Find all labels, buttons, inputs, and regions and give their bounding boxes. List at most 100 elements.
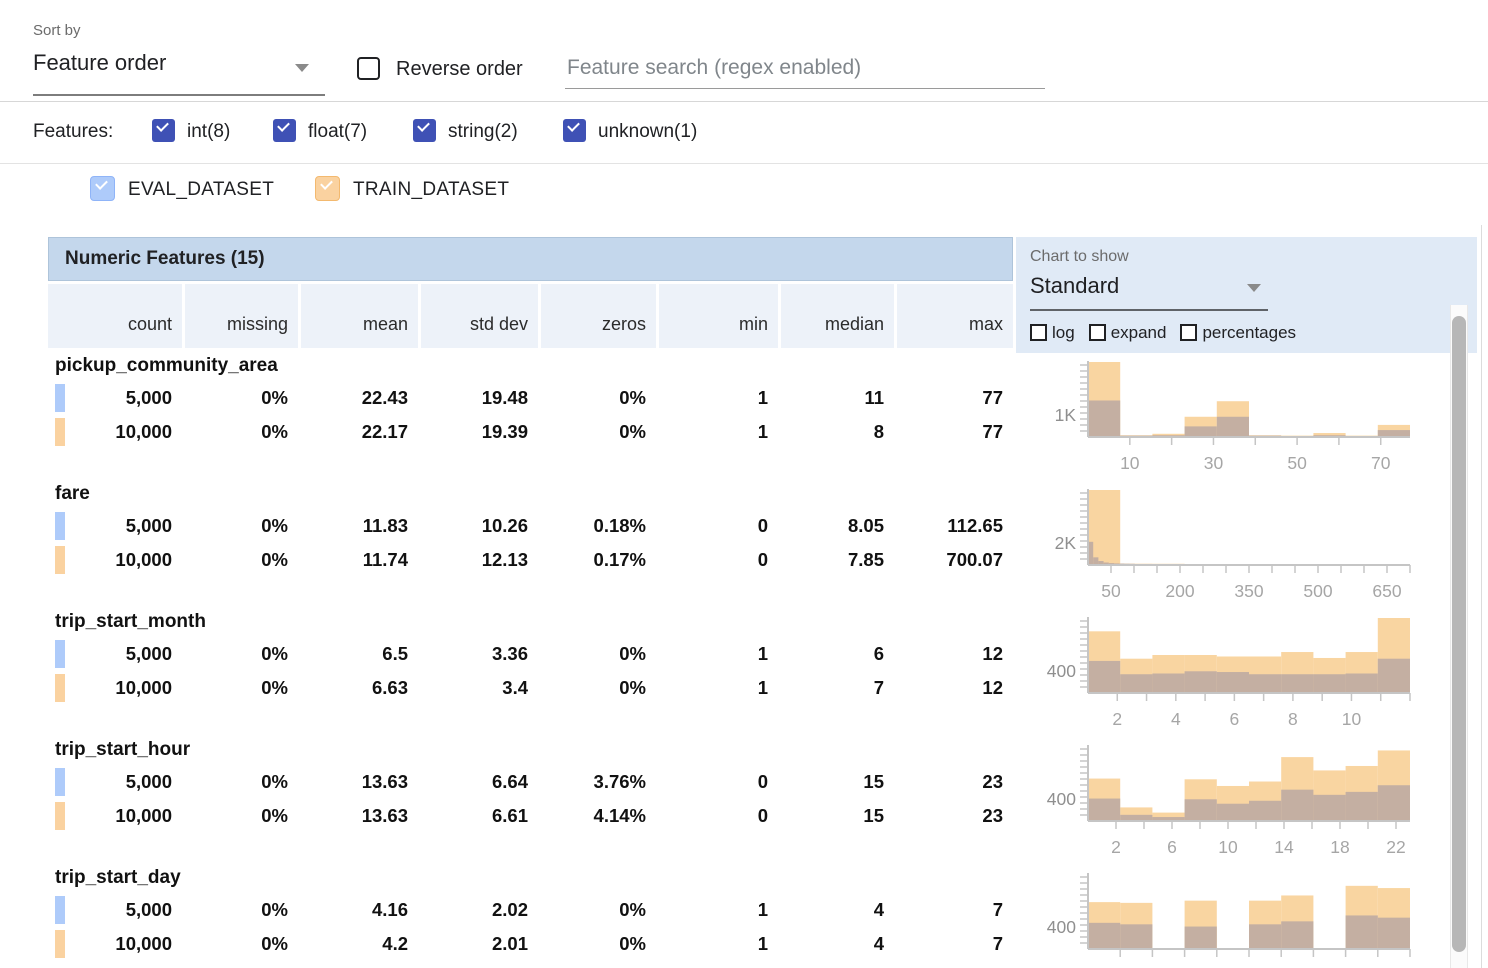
stat-value: 3.4 [502, 677, 528, 698]
stat-value: 0 [757, 771, 768, 792]
chart-option-checkbox-log[interactable] [1030, 324, 1047, 341]
stat-value: 4 [873, 899, 884, 920]
numeric-features-header: Numeric Features (15) [48, 237, 1013, 281]
stats-row-eval: 5,000 0% 13.63 6.64 3.76% 0 15 23 [48, 766, 1013, 798]
filter-checkbox-int[interactable] [152, 119, 175, 142]
column-header-max: max [897, 284, 1013, 348]
feature-name: trip_start_hour [55, 739, 191, 760]
stat-value: 10,000 [115, 549, 172, 570]
stats-row-train: 10,000 0% 13.63 6.61 4.14% 0 15 23 [48, 800, 1013, 832]
filter-checkbox-unknown[interactable] [563, 119, 586, 142]
stat-value: 0.17% [593, 549, 646, 570]
stats-row-eval: 5,000 0% 6.5 3.36 0% 1 6 12 [48, 638, 1013, 670]
stats-row-eval: 5,000 0% 22.43 19.48 0% 1 11 77 [48, 382, 1013, 414]
histogram-trip_start_month: 2 4 6 8 10 400 [1047, 617, 1411, 729]
sort-by-select[interactable]: Feature order [33, 50, 325, 94]
feature-block-trip_start_hour: trip_start_hour 5,000 0% 13.63 6.64 3.76% 0 15 2… [48, 736, 1013, 832]
filter-label: float(7) [308, 121, 368, 142]
feature-search-input[interactable] [565, 56, 1045, 89]
svg-text:6: 6 [1229, 709, 1239, 729]
reverse-order-checkbox[interactable] [357, 57, 380, 80]
feature-name: trip_start_month [55, 611, 206, 632]
stat-value: 3.36 [491, 643, 528, 664]
dataset-color-swatch [55, 674, 65, 702]
column-header-std-dev: std dev [421, 284, 538, 348]
stat-value: 0 [757, 549, 768, 570]
svg-text:14: 14 [1274, 837, 1294, 857]
stat-value: 5,000 [125, 515, 172, 536]
feature-block-pickup_community_area: pickup_community_area 5,000 0% 22.43 19.48 0%… [48, 352, 1013, 448]
stat-value: 1 [757, 899, 768, 920]
dataset-color-swatch [55, 930, 65, 958]
dataset-checkbox-eval_dataset[interactable] [90, 176, 115, 201]
stat-value: 0 [757, 805, 768, 826]
stat-value: 0% [619, 933, 646, 954]
stat-value: 0% [619, 677, 646, 698]
stat-value: 2.01 [491, 933, 528, 954]
histogram-trip_start_day: 400 [1047, 873, 1411, 957]
stat-value: 1 [757, 421, 768, 442]
stat-value: 13.63 [361, 805, 408, 826]
stat-value: 4.2 [382, 933, 408, 954]
stat-value: 0% [261, 899, 288, 920]
svg-text:500: 500 [1303, 581, 1332, 601]
sort-by-label: Sort by [33, 22, 81, 39]
svg-text:350: 350 [1234, 581, 1263, 601]
svg-text:10: 10 [1218, 837, 1238, 857]
filter-checkbox-string[interactable] [413, 119, 436, 142]
stat-value: 8 [873, 421, 884, 442]
stats-row-eval: 5,000 0% 4.16 2.02 0% 1 4 7 [48, 894, 1013, 926]
feature-name: fare [55, 483, 90, 504]
svg-text:2K: 2K [1055, 533, 1077, 553]
svg-text:1K: 1K [1055, 405, 1077, 425]
feature-name: pickup_community_area [55, 355, 278, 376]
stat-value: 3.76% [593, 771, 646, 792]
svg-text:50: 50 [1101, 581, 1121, 601]
svg-text:18: 18 [1330, 837, 1349, 857]
dataset-color-swatch [55, 896, 65, 924]
stat-value: 11.83 [362, 515, 408, 536]
svg-text:50: 50 [1287, 453, 1307, 473]
reverse-order-label: Reverse order [396, 58, 523, 80]
stat-value: 7 [992, 899, 1003, 920]
stat-value: 1 [757, 677, 768, 698]
stat-value: 1 [757, 643, 768, 664]
svg-text:650: 650 [1372, 581, 1401, 601]
stat-value: 6.5 [382, 643, 408, 664]
stats-row-train: 10,000 0% 6.63 3.4 0% 1 7 12 [48, 672, 1013, 704]
stats-row-train: 10,000 0% 22.17 19.39 0% 1 8 77 [48, 416, 1013, 448]
table-column-headers: count missing mean std dev zeros min median max [48, 284, 1013, 348]
chevron-down-icon [295, 64, 309, 72]
stat-value: 6.64 [491, 771, 528, 792]
dataset-checkbox-train_dataset[interactable] [315, 176, 340, 201]
column-header-median: median [781, 284, 894, 348]
svg-text:8: 8 [1288, 709, 1298, 729]
filter-checkbox-float[interactable] [273, 119, 296, 142]
dataset-color-swatch [55, 418, 65, 446]
chart-option-checkbox-percentages[interactable] [1180, 324, 1198, 341]
stat-value: 1 [757, 387, 768, 408]
svg-text:400: 400 [1047, 789, 1076, 809]
chart-to-show-panel: Chart to show Standard log expand percenta… [1016, 237, 1477, 353]
chart-option-checkbox-expand[interactable] [1088, 324, 1106, 341]
stat-value: 19.48 [481, 387, 528, 408]
filter-label: unknown(1) [598, 121, 698, 142]
svg-text:200: 200 [1165, 581, 1194, 601]
stat-value: 10,000 [115, 421, 172, 442]
stat-value: 0% [619, 421, 646, 442]
dataset-color-swatch [55, 512, 65, 540]
stat-value: 0% [619, 387, 646, 408]
dataset-label: TRAIN_DATASET [353, 179, 510, 200]
vertical-scrollbar-thumb[interactable] [1452, 316, 1466, 952]
filter-label: string(2) [448, 121, 518, 142]
stat-value: 77 [982, 421, 1003, 442]
numeric-features-title: Numeric Features (15) [65, 248, 265, 269]
feature-block-fare: fare 5,000 0% 11.83 10.26 0.18% 0 8.05 112.65 10,… [48, 480, 1013, 576]
panel-right-border [1481, 225, 1482, 968]
svg-text:10: 10 [1120, 453, 1140, 473]
column-header-missing: missing [185, 284, 298, 348]
feature-name: trip_start_day [55, 867, 181, 888]
svg-text:2: 2 [1111, 837, 1121, 857]
chart-type-select[interactable]: Standard [1030, 273, 1268, 299]
